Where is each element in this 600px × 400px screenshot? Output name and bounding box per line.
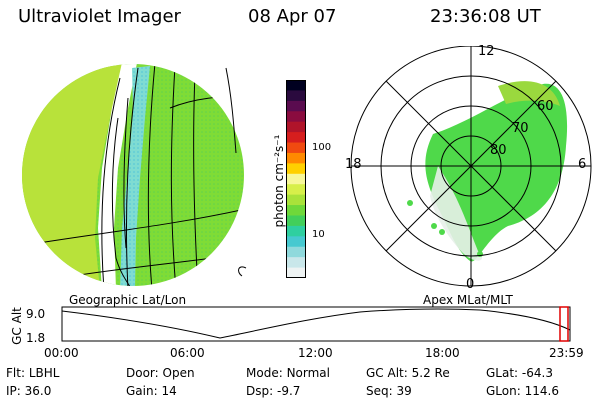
colorbar-border	[286, 80, 306, 278]
colorbar-segment	[286, 121, 306, 133]
altitude-timeline	[61, 306, 571, 342]
info-ip: IP: 36.0	[6, 384, 52, 398]
colorbar-segment	[286, 246, 306, 258]
timeline-x-label-2359: 23:59	[549, 346, 584, 360]
colorbar-tick-10: 10	[312, 229, 325, 240]
colorbar-segment	[286, 184, 306, 196]
colorbar-segment	[286, 215, 306, 227]
geographic-image	[22, 64, 247, 286]
polar-image	[350, 46, 592, 287]
mlat-label-80: 80	[490, 143, 507, 158]
colorbar-segment	[286, 194, 306, 206]
date-label: 08 Apr 07	[248, 6, 337, 27]
info-flt: Flt: LBHL	[6, 366, 60, 380]
timeline-x-label-0000: 00:00	[44, 346, 79, 360]
timeline-y-label-top: 9.0	[26, 307, 46, 321]
timeline-axis-label: GC Alt	[10, 307, 24, 345]
mlt-label-6: 6	[578, 157, 587, 172]
colorbar-segment	[286, 205, 306, 216]
mlt-label-18: 18	[345, 157, 362, 172]
info-gc-alt: GC Alt: 5.2 Re	[366, 366, 450, 380]
timeline-y-label-bottom: 1.8	[26, 331, 46, 345]
colorbar-segment	[286, 173, 306, 185]
info-glat: GLat: -64.3	[486, 366, 553, 380]
colorbar-segment	[286, 152, 306, 164]
mlat-label-70: 70	[512, 121, 529, 136]
left-panel-caption: Geographic Lat/Lon	[69, 293, 187, 307]
colorbar-segment	[286, 225, 306, 237]
colorbar-tick-100: 100	[312, 142, 332, 153]
info-mode: Mode: Normal	[246, 366, 330, 380]
info-dsp: Dsp: -9.7	[246, 384, 301, 398]
colorbar-segment	[286, 100, 306, 112]
colorbar-segment	[286, 80, 306, 91]
colorbar-segment	[286, 267, 306, 278]
colorbar-segment	[286, 236, 306, 248]
colorbar-segment	[286, 132, 306, 144]
colorbar-segment	[286, 257, 306, 269]
info-seq: Seq: 39	[366, 384, 412, 398]
time-label: 23:36:08 UT	[430, 6, 541, 27]
info-glon: GLon: 114.6	[486, 384, 559, 398]
info-door: Door: Open	[126, 366, 195, 380]
mlt-label-12: 12	[478, 44, 495, 59]
info-gain: Gain: 14	[126, 384, 177, 398]
timeline-x-label-1800: 18:00	[425, 346, 460, 360]
timeline-x-label-0600: 06:00	[170, 346, 205, 360]
right-panel-caption: Apex MLat/MLT	[423, 293, 513, 307]
colorbar-segment	[286, 90, 306, 102]
mlat-label-60: 60	[537, 99, 554, 114]
colorbar-segment	[286, 142, 306, 154]
colorbar-segment	[286, 163, 306, 175]
colorbar	[286, 80, 306, 278]
timeline-x-label-1200: 12:00	[298, 346, 333, 360]
instrument-title: Ultraviolet Imager	[18, 6, 181, 27]
colorbar-segment	[286, 111, 306, 123]
mlt-label-0: 0	[466, 277, 475, 292]
colorbar-unit: photon cm⁻²s⁻¹	[272, 134, 286, 228]
